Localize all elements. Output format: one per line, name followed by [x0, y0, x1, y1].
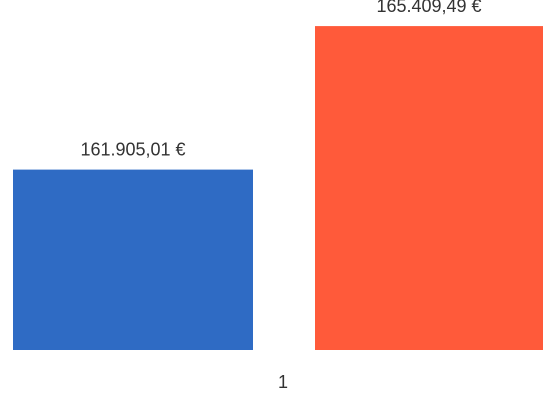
data-label-series-2: 165.409,49 €: [376, 0, 481, 16]
bar-series-1: [13, 169, 253, 350]
data-label-series-1: 161.905,01 €: [80, 140, 185, 160]
x-tick-label: 1: [278, 372, 288, 392]
data-label-group: 161.905,01 € 165.409,49 €: [80, 0, 481, 160]
bar-group: [13, 26, 543, 350]
bar-series-2: [315, 26, 543, 350]
